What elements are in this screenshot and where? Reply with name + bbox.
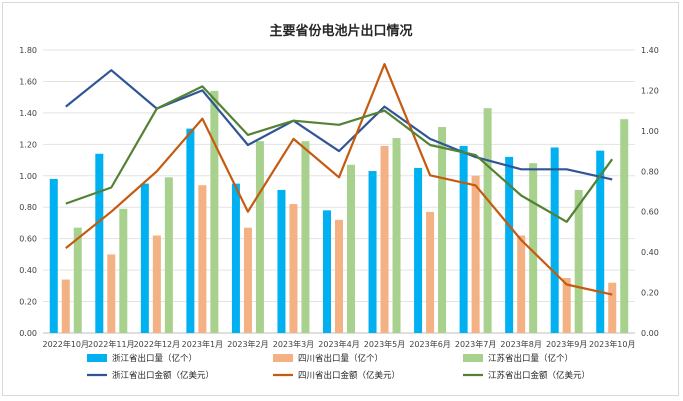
bar <box>164 177 173 333</box>
line-series <box>65 62 614 296</box>
x-tick-label: 2023年4月 <box>318 339 359 349</box>
left-tick-label: 1.80 <box>19 46 37 55</box>
x-tick-label: 2023年8月 <box>500 339 541 349</box>
bar <box>73 227 82 333</box>
bar <box>210 90 219 333</box>
bar <box>198 185 207 333</box>
bar <box>119 208 128 333</box>
left-tick-label: 1.60 <box>19 77 37 86</box>
bar <box>414 167 423 333</box>
bar <box>517 235 526 333</box>
right-tick-label: 0.80 <box>641 167 659 176</box>
right-tick-label: 0.40 <box>641 248 659 257</box>
legend-label: 江苏省出口金额（亿美元） <box>488 370 590 381</box>
bar <box>347 164 355 333</box>
chart-title: 主要省份电池片出口情况 <box>269 23 412 39</box>
bar <box>620 119 629 333</box>
bar <box>186 128 195 333</box>
bar <box>243 227 252 333</box>
chart-frame: 主要省份电池片出口情况 0.00 0.20 0.40 0.60 0.80 1.00 1.20… <box>2 2 679 396</box>
bar <box>574 189 583 333</box>
left-tick-label: 0.00 <box>19 329 37 338</box>
bar <box>255 141 264 333</box>
right-tick-label: 0.60 <box>641 208 659 217</box>
right-axis: 0.00 0.20 0.40 0.60 0.80 1.00 1.20 1.40 <box>641 46 659 338</box>
legend: 浙江省出口量（亿个） 四川省出口量（亿个） 江苏省出口量（亿个） 浙江省出口金额（亿美… <box>87 353 590 381</box>
x-tick-label: 2023年1月 <box>182 339 223 349</box>
series-line <box>65 62 613 296</box>
bar <box>529 163 538 333</box>
x-tick-label: 2023年3月 <box>273 339 314 349</box>
left-tick-label: 0.40 <box>19 266 37 275</box>
bar <box>562 277 571 333</box>
legend-swatch <box>273 354 293 362</box>
right-tick-label: 1.40 <box>641 46 659 55</box>
bar <box>152 235 161 333</box>
series-line <box>65 85 614 223</box>
bar <box>289 204 298 333</box>
x-tick-label: 2023年5月 <box>364 339 405 349</box>
bar <box>459 145 468 333</box>
right-tick-label: 1.00 <box>641 127 659 136</box>
x-tick-label: 2022年10月 <box>42 339 89 349</box>
x-tick-label: 2022年11月 <box>88 339 135 349</box>
right-tick-label: 1.20 <box>641 86 659 95</box>
bar <box>471 175 480 333</box>
legend-label: 江苏省出口量（亿个） <box>488 353 573 364</box>
legend-label: 浙江省出口量（亿个） <box>112 353 197 364</box>
chart-svg: 主要省份电池片出口情况 0.00 0.20 0.40 0.60 0.80 1.00 1.20… <box>19 23 659 381</box>
legend-label: 四川省出口量（亿个） <box>298 353 383 364</box>
left-tick-label: 1.20 <box>19 140 37 149</box>
bar <box>550 147 559 333</box>
bar <box>505 156 514 333</box>
bar <box>368 171 377 333</box>
x-tick-label: 2023年6月 <box>409 339 450 349</box>
x-tick-label: 2023年10月 <box>589 339 636 349</box>
bar <box>596 150 605 333</box>
right-tick-label: 0.00 <box>641 329 659 338</box>
legend-swatch <box>463 354 483 362</box>
bar <box>277 189 286 333</box>
bar <box>438 127 447 334</box>
left-tick-label: 0.60 <box>19 235 37 244</box>
bar <box>323 210 331 333</box>
legend-label: 四川省出口金额（亿美元） <box>298 370 400 381</box>
bar <box>426 211 435 333</box>
x-tick-label: 2023年9月 <box>546 339 587 349</box>
bar-series <box>49 90 629 334</box>
bar <box>107 254 116 333</box>
bar <box>61 279 70 333</box>
bar <box>301 141 310 333</box>
bar <box>483 108 492 333</box>
left-tick-label: 1.40 <box>19 109 37 118</box>
x-tick-label: 2022年12月 <box>134 339 181 349</box>
bar <box>608 282 617 333</box>
right-tick-label: 0.20 <box>641 289 659 298</box>
bar <box>392 138 401 333</box>
x-tick-label: 2023年7月 <box>455 339 496 349</box>
left-axis: 0.00 0.20 0.40 0.60 0.80 1.00 1.20 1.40 1.60 1.80 <box>19 46 37 338</box>
left-tick-label: 0.80 <box>19 203 37 212</box>
bar <box>49 178 58 333</box>
bar <box>380 145 389 333</box>
bar <box>335 219 343 333</box>
bar <box>140 183 149 333</box>
x-tick-label: 2023年2月 <box>227 339 268 349</box>
bar <box>231 183 240 333</box>
legend-label: 浙江省出口金额（亿美元） <box>112 370 214 381</box>
bar <box>95 153 104 333</box>
left-tick-label: 1.00 <box>19 172 37 181</box>
left-tick-label: 0.20 <box>19 298 37 307</box>
legend-swatch <box>87 354 107 362</box>
